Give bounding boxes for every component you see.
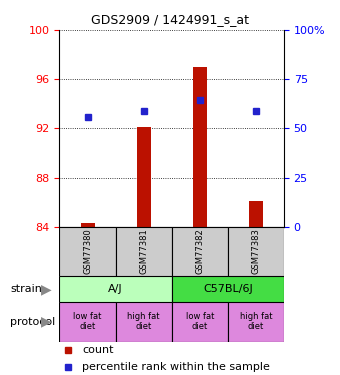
Text: high fat
diet: high fat diet — [128, 312, 160, 332]
Text: GDS2909 / 1424991_s_at: GDS2909 / 1424991_s_at — [91, 13, 249, 26]
Bar — [59, 227, 116, 276]
Text: low fat
diet: low fat diet — [73, 312, 102, 332]
Text: strain: strain — [10, 284, 42, 294]
Text: A/J: A/J — [108, 284, 123, 294]
Bar — [59, 276, 172, 302]
Text: percentile rank within the sample: percentile rank within the sample — [82, 362, 270, 372]
Bar — [137, 127, 151, 227]
Text: GSM77382: GSM77382 — [195, 228, 204, 274]
Text: ▶: ▶ — [40, 315, 51, 329]
Bar — [228, 302, 284, 342]
Text: low fat
diet: low fat diet — [186, 312, 214, 332]
Bar — [116, 302, 172, 342]
Bar — [228, 227, 284, 276]
Bar — [116, 227, 172, 276]
Text: GSM77381: GSM77381 — [139, 228, 148, 274]
Text: GSM77380: GSM77380 — [83, 228, 92, 274]
Bar — [193, 67, 207, 227]
Bar — [172, 302, 228, 342]
Text: high fat
diet: high fat diet — [240, 312, 272, 332]
Text: C57BL/6J: C57BL/6J — [203, 284, 253, 294]
Bar — [59, 302, 116, 342]
Bar — [172, 276, 284, 302]
Text: ▶: ▶ — [40, 282, 51, 296]
Bar — [249, 201, 263, 227]
Text: protocol: protocol — [10, 317, 55, 327]
Text: count: count — [82, 345, 114, 355]
Bar — [172, 227, 228, 276]
Text: GSM77383: GSM77383 — [251, 228, 260, 274]
Bar — [81, 223, 95, 227]
